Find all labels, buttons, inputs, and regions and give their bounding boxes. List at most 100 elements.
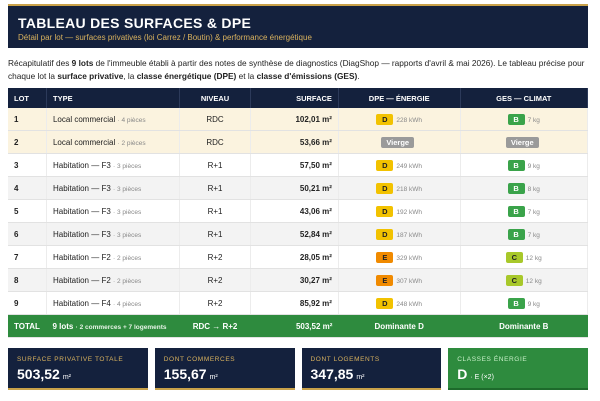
class-badge: E [376, 251, 394, 263]
type: Habitation — F2 · 2 pièces [46, 245, 181, 269]
class-value: 9 kg [527, 162, 540, 170]
column-header: SURFACE [250, 88, 339, 108]
class-value: 12 kg [525, 254, 542, 262]
niveau: RDC [179, 130, 251, 154]
type: Local commercial · 4 pièces [46, 108, 181, 131]
table-row: 3 Habitation — F3 · 3 pièces R+1 57,50 m² D 2… [8, 153, 588, 177]
card-label: DONT LOGEMENTS [310, 356, 380, 363]
type-name: Local commercial [52, 114, 116, 124]
type-detail: · 2 pièces [113, 254, 142, 262]
type-detail: · 2 pièces [117, 139, 146, 147]
intro-text: , la [123, 71, 137, 81]
total-count: 9 lots [52, 321, 74, 331]
ges: C 12 kg [460, 268, 588, 292]
type-name: Local commercial [52, 137, 116, 147]
class-value: 7 kg [527, 116, 540, 124]
niveau: R+2 [179, 268, 251, 292]
table-row: 9 Habitation — F4 · 4 pièces R+2 85,92 m² D 2… [8, 291, 588, 315]
card-value: D [457, 366, 468, 382]
intro-text: surface privative [57, 71, 124, 81]
surface: 30,27 m² [250, 268, 339, 292]
dpe: D 192 kWh [338, 199, 461, 223]
niveau: R+1 [179, 176, 251, 200]
stat-card: DONT LOGEMENTS 347,85 m² [301, 348, 442, 390]
column-header: LOT [8, 88, 47, 108]
class-badge: D [376, 113, 394, 125]
class-badge: B [507, 205, 525, 217]
type: Habitation — F2 · 2 pièces [46, 268, 181, 292]
niveau: R+1 [179, 153, 251, 177]
total-label: TOTAL [8, 314, 47, 338]
class-badge: B [507, 228, 525, 240]
dpe: D 218 kWh [338, 176, 461, 200]
type-name: Habitation — F3 [52, 160, 111, 170]
class-value: 7 kg [527, 208, 540, 216]
intro-text: Récapitulatif des [8, 58, 72, 68]
dpe: Vierge [338, 130, 461, 154]
card-value-row: 155,67 m² [164, 366, 286, 382]
class-badge: D [376, 159, 394, 171]
class-value: 9 kg [527, 300, 540, 308]
total-detail: · 2 commerces + 7 logements [75, 323, 167, 331]
type-name: Habitation — F2 [52, 252, 111, 262]
stat-card: DONT COMMERCES 155,67 m² [154, 348, 295, 390]
table-row: 4 Habitation — F3 · 3 pièces R+1 50,21 m² D 2… [8, 176, 588, 200]
class-badge: C [505, 251, 523, 263]
surface: 85,92 m² [250, 291, 339, 315]
type: Habitation — F3 · 3 pièces [46, 222, 181, 246]
class-badge: D [376, 205, 394, 217]
lot: 4 [8, 176, 47, 200]
surface: 43,06 m² [250, 199, 339, 223]
class-value: 329 kWh [396, 254, 423, 262]
class-badge: B [507, 297, 525, 309]
class-value: 187 kWh [396, 231, 423, 239]
type-name: Habitation — F3 [52, 229, 111, 239]
dpe: D 249 kWh [338, 153, 461, 177]
class-badge: B [507, 159, 525, 171]
intro-text: de l'immeuble établi à partir des notes … [8, 58, 585, 81]
card-value: 503,52 [17, 366, 60, 382]
subtitle: Détail par lot — surfaces privatives (lo… [18, 33, 312, 42]
type-detail: · 3 pièces [113, 185, 142, 193]
niveau: R+2 [179, 245, 251, 269]
column-header: DPE — ÉNERGIE [338, 88, 461, 108]
type-detail: · 3 pièces [113, 162, 142, 170]
dpe: E 329 kWh [338, 245, 461, 269]
type-detail: · 4 pièces [117, 116, 146, 124]
ges: C 12 kg [460, 245, 588, 269]
card-value-row: 347,85 m² [311, 366, 433, 382]
class-badge: D [376, 297, 394, 309]
class-value: 192 kWh [396, 208, 423, 216]
class-value: 218 kWh [396, 185, 423, 193]
class-value: 248 kWh [396, 300, 423, 308]
type-name: Habitation — F2 [52, 275, 111, 285]
dpe: D 187 kWh [338, 222, 461, 246]
dpe: E 307 kWh [338, 268, 461, 292]
surface: 28,05 m² [250, 245, 339, 269]
header-row: LOT TYPE NIVEAU SURFACE DPE — ÉNERGIE GES — C… [8, 88, 588, 108]
intro-text: 9 lots [71, 58, 94, 68]
total-row: TOTAL 9 lots · 2 commerces + 7 logements R… [8, 314, 588, 338]
surface: 52,84 m² [250, 222, 339, 246]
total-type: 9 lots · 2 commerces + 7 logements [46, 314, 180, 338]
lot: 9 [8, 291, 47, 315]
card-unit: m² [356, 374, 365, 381]
niveau: R+1 [179, 199, 251, 223]
class-badge: D [376, 228, 394, 240]
card-value: 347,85 [310, 366, 354, 382]
title: TABLEAU DES SURFACES & DPE [18, 15, 252, 31]
type-detail: · 4 pièces [113, 300, 142, 308]
card-unit: · E (×2) [470, 374, 494, 381]
type-detail: · 3 pièces [113, 208, 142, 216]
lot: 6 [8, 222, 47, 246]
lot: 5 [8, 199, 47, 223]
intro-text: classe énergétique (DPE) [136, 71, 237, 81]
card-value-row: D · E (×2) [457, 366, 579, 382]
intro-text: classe d'émissions (GES) [256, 71, 358, 81]
table: LOT TYPE NIVEAU SURFACE DPE — ÉNERGIE GES — C… [8, 88, 588, 338]
total-niveau: RDC → R+2 [179, 314, 251, 338]
